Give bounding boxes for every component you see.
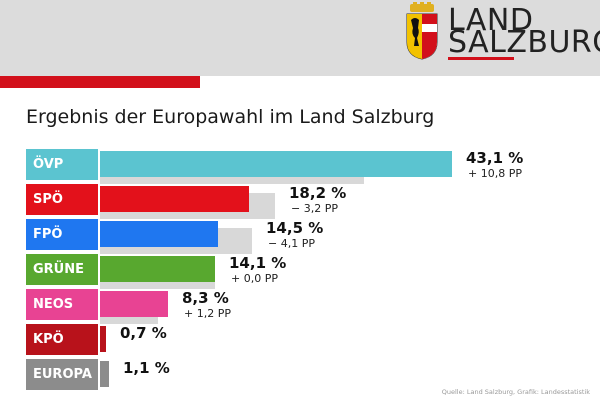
result-bar-europa: [100, 361, 109, 387]
logo-underline: [448, 57, 514, 60]
party-label-europa: EUROPA: [26, 359, 100, 390]
value-label-kp: 0,7 %: [120, 324, 167, 342]
change-label-vp: + 10,8 PP: [468, 167, 522, 180]
value-label-vp: 43,1 %: [466, 149, 524, 167]
header-bar: [0, 0, 600, 76]
salzburg-coat-of-arms-icon: [406, 2, 438, 60]
party-label-grne: GRÜNE: [26, 254, 100, 285]
source-note: Quelle: Land Salzburg, Grafik: Landessta…: [441, 388, 590, 396]
logo-text-salzburg: SALZBURG: [448, 25, 600, 60]
change-label-neos: + 1,2 PP: [184, 307, 231, 320]
change-label-sp: − 3,2 PP: [291, 202, 338, 215]
party-label-kp: KPÖ: [26, 324, 100, 355]
value-label-sp: 18,2 %: [289, 184, 347, 202]
value-label-fp: 14,5 %: [266, 219, 324, 237]
result-bar-sp: [100, 186, 249, 212]
header-accent-line: [0, 76, 200, 88]
party-label-neos: NEOS: [26, 289, 100, 320]
party-label-fp: FPÖ: [26, 219, 100, 250]
change-label-grne: + 0,0 PP: [231, 272, 278, 285]
result-bar-grne: [100, 256, 215, 282]
value-label-grne: 14,1 %: [229, 254, 287, 272]
chart-title: Ergebnis der Europawahl im Land Salzburg: [26, 106, 435, 128]
result-bar-kp: [100, 326, 106, 352]
result-bar-neos: [100, 291, 168, 317]
value-label-europa: 1,1 %: [123, 359, 170, 377]
result-bar-fp: [100, 221, 218, 247]
party-label-sp: SPÖ: [26, 184, 100, 215]
party-label-vp: ÖVP: [26, 149, 100, 180]
change-label-fp: − 4,1 PP: [268, 237, 315, 250]
logo-text-land: LAND: [448, 3, 534, 38]
value-label-neos: 8,3 %: [182, 289, 229, 307]
result-bar-vp: [100, 151, 452, 177]
